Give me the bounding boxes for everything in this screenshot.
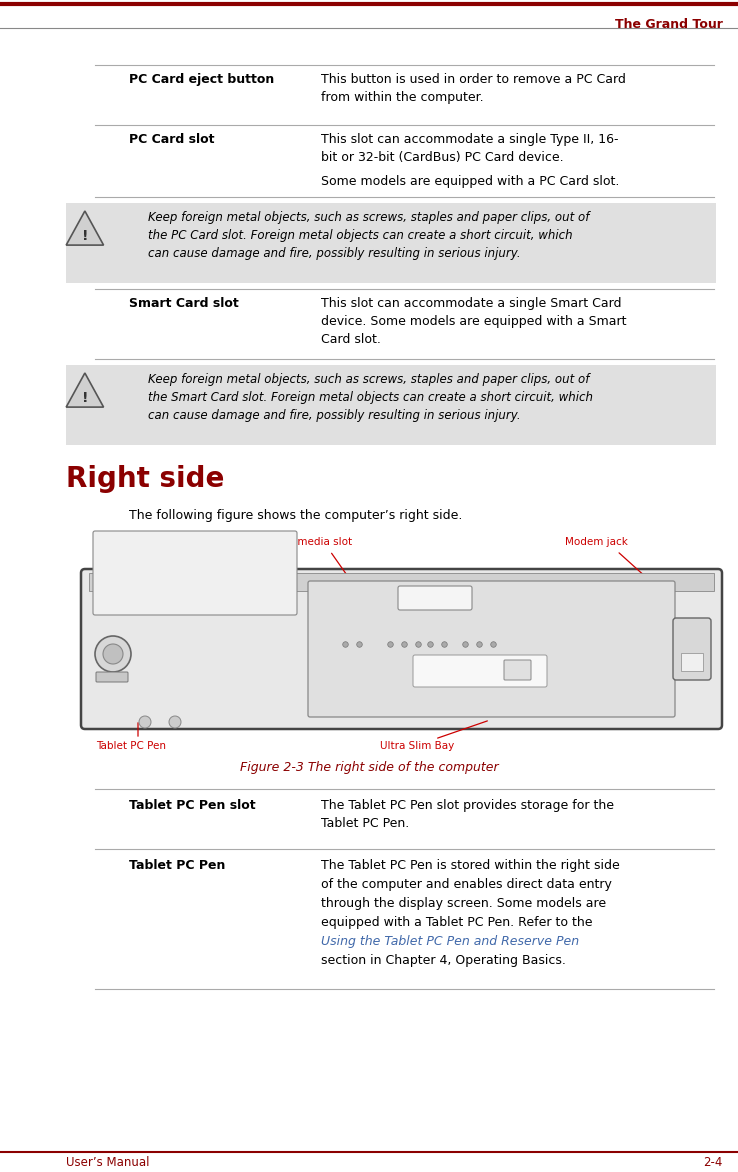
Text: Tablet PC Pen slot: Tablet PC Pen slot [96,537,188,547]
FancyBboxPatch shape [673,618,711,680]
Text: Right side: Right side [66,465,225,493]
Text: Tablet PC Pen: Tablet PC Pen [129,859,226,872]
Text: PC Card eject button: PC Card eject button [129,73,275,86]
FancyBboxPatch shape [66,203,716,282]
FancyBboxPatch shape [413,655,547,687]
Text: User’s Manual: User’s Manual [66,1156,150,1168]
Text: PC Card slot: PC Card slot [129,132,215,146]
Text: This button is used in order to remove a PC Card
from within the computer.: This button is used in order to remove a… [321,73,626,104]
Text: !: ! [82,229,88,243]
Text: This slot can accommodate a single Type II, 16-
bit or 32-bit (CardBus) PC Card : This slot can accommodate a single Type … [321,132,618,164]
Circle shape [139,716,151,728]
Text: Using the Tablet PC Pen and Reserve Pen: Using the Tablet PC Pen and Reserve Pen [321,935,579,948]
Text: Modem jack: Modem jack [565,537,628,547]
FancyBboxPatch shape [504,660,531,680]
Circle shape [95,636,131,672]
Text: Keep foreign metal objects, such as screws, staples and paper clips, out of
the : Keep foreign metal objects, such as scre… [148,373,593,422]
Circle shape [169,716,181,728]
FancyBboxPatch shape [89,573,714,591]
Text: Some models are equipped with a PC Card slot.: Some models are equipped with a PC Card … [321,175,619,188]
Text: section in Chapter 4, Operating Basics.: section in Chapter 4, Operating Basics. [321,954,566,967]
FancyBboxPatch shape [66,364,716,445]
Text: of the computer and enables direct data entry: of the computer and enables direct data … [321,878,612,891]
Text: Smart Card slot: Smart Card slot [129,297,239,311]
Text: equipped with a Tablet PC Pen. Refer to the: equipped with a Tablet PC Pen. Refer to … [321,917,593,929]
FancyBboxPatch shape [681,653,703,672]
FancyBboxPatch shape [96,672,128,682]
Text: The Grand Tour: The Grand Tour [615,18,723,30]
FancyBboxPatch shape [81,568,722,729]
Text: Keep foreign metal objects, such as screws, staples and paper clips, out of
the : Keep foreign metal objects, such as scre… [148,211,589,260]
Polygon shape [66,211,103,245]
FancyBboxPatch shape [308,581,675,717]
Text: !: ! [82,390,88,404]
Text: The Tablet PC Pen slot provides storage for the
Tablet PC Pen.: The Tablet PC Pen slot provides storage … [321,799,614,830]
Circle shape [103,643,123,665]
Text: through the display screen. Some models are: through the display screen. Some models … [321,897,606,909]
FancyBboxPatch shape [93,531,297,615]
Polygon shape [66,373,103,407]
FancyBboxPatch shape [398,586,472,609]
Text: The following figure shows the computer’s right side.: The following figure shows the computer’… [129,509,463,522]
Text: Figure 2-3 The right side of the computer: Figure 2-3 The right side of the compute… [240,761,498,774]
Text: Tablet PC Pen slot: Tablet PC Pen slot [129,799,256,812]
Text: 2-4: 2-4 [703,1156,723,1168]
Text: This slot can accommodate a single Smart Card
device. Some models are equipped w: This slot can accommodate a single Smart… [321,297,627,346]
Text: Ultra Slim Bay: Ultra Slim Bay [380,741,455,751]
Text: The Tablet PC Pen is stored within the right side: The Tablet PC Pen is stored within the r… [321,859,620,872]
Text: Bridge media slot: Bridge media slot [260,537,352,547]
Text: Tablet PC Pen: Tablet PC Pen [96,741,166,751]
